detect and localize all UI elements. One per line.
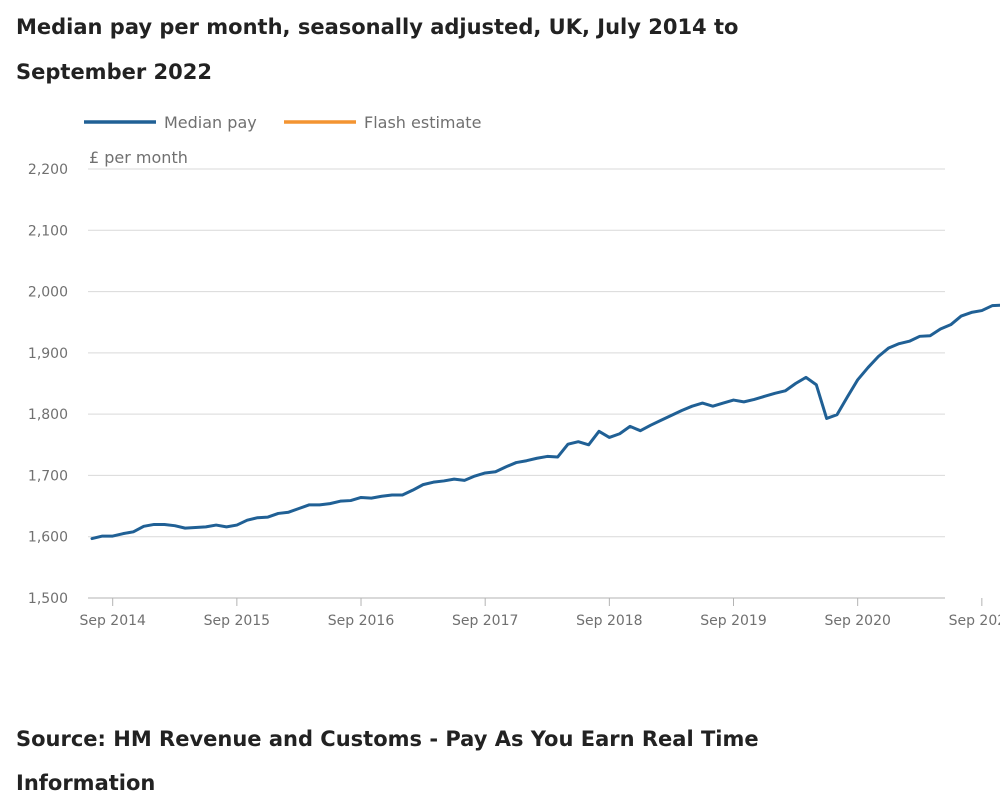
median-pay-line [90, 303, 1000, 541]
gridlines [88, 168, 945, 538]
source-note: Source: HM Revenue and Customs - Pay As … [16, 727, 759, 795]
y-tick-label: 2,200 [28, 162, 68, 178]
legend-flash-estimate-label: Flash estimate [364, 113, 481, 132]
x-tick-label: Sep 2021 [949, 613, 1000, 629]
chart-title: Median pay per month, seasonally adjuste… [16, 15, 739, 84]
x-tick-label: Sep 2016 [328, 613, 395, 629]
x-axis-ticks: Sep 2014 Sep 2015 Sep 2016 Sep 2017 Sep 2018… [79, 598, 1000, 629]
x-tick-label: Sep 2020 [824, 613, 890, 629]
legend-median-pay-label: Median pay [164, 113, 257, 132]
y-tick-label: 1,600 [28, 530, 68, 546]
y-tick-label: 1,900 [28, 346, 68, 362]
x-tick-label: Sep 2015 [204, 613, 270, 629]
x-tick-label: Sep 2019 [700, 613, 766, 629]
legend: Median pay Flash estimate [84, 113, 481, 132]
y-axis-unit-label: £ per month [89, 148, 188, 167]
x-tick-label: Sep 2017 [452, 613, 518, 629]
x-tick-label: Sep 2018 [576, 613, 642, 629]
y-tick-label: 1,700 [28, 468, 68, 484]
y-tick-label: 2,100 [28, 223, 68, 239]
y-tick-label: 2,000 [28, 285, 68, 301]
y-tick-label: 1,800 [28, 407, 68, 423]
data-series [90, 303, 1000, 541]
y-tick-label: 1,500 [28, 591, 68, 607]
x-tick-label: Sep 2014 [79, 613, 146, 629]
y-axis-tick-labels: 1,500 1,600 1,700 1,800 1,900 2,000 2,100 2,200 [28, 162, 68, 607]
